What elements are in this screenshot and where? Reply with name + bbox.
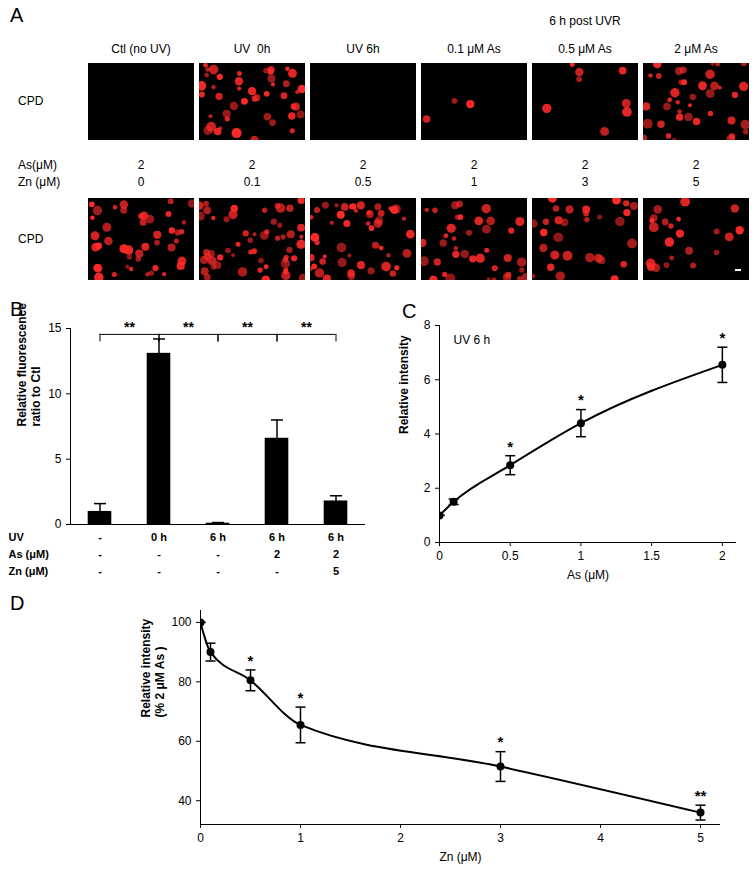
svg-text:0: 0 <box>197 831 204 845</box>
svg-text:-: - <box>216 548 220 560</box>
svg-text:Zn (μM): Zn (μM) <box>9 565 49 577</box>
svg-text:-: - <box>216 565 220 577</box>
svg-text:-: - <box>98 548 102 560</box>
svg-text:4: 4 <box>597 831 604 845</box>
svg-text:*: * <box>719 329 725 346</box>
svg-text:1: 1 <box>297 831 304 845</box>
svg-text:Relative intensity: Relative intensity <box>397 335 411 434</box>
svg-text:8: 8 <box>424 318 431 332</box>
svg-text:2: 2 <box>274 548 280 560</box>
svg-text:6 h: 6 h <box>210 531 226 543</box>
svg-text:6: 6 <box>424 373 431 387</box>
svg-text:*: * <box>498 733 504 750</box>
svg-text:Relative intensity(% 2 μM As ): Relative intensity(% 2 μM As ) <box>139 618 167 717</box>
svg-text:As (μM): As (μM) <box>567 568 609 582</box>
svg-text:4: 4 <box>424 427 431 441</box>
svg-text:**: ** <box>695 787 707 804</box>
svg-text:3: 3 <box>497 831 504 845</box>
svg-text:Zn (μM): Zn (μM) <box>439 850 481 864</box>
svg-text:40: 40 <box>178 794 192 808</box>
svg-text:**: ** <box>301 319 312 335</box>
svg-text:0: 0 <box>424 535 431 549</box>
svg-text:2: 2 <box>424 481 431 495</box>
svg-text:-: - <box>98 531 102 543</box>
svg-text:60: 60 <box>178 734 192 748</box>
svg-text:-: - <box>157 565 161 577</box>
svg-text:**: ** <box>124 319 135 335</box>
svg-text:5: 5 <box>697 831 704 845</box>
svg-text:1: 1 <box>578 549 585 563</box>
svg-text:5: 5 <box>333 565 339 577</box>
svg-text:-: - <box>98 565 102 577</box>
svg-text:*: * <box>298 689 304 706</box>
svg-text:2: 2 <box>719 549 726 563</box>
svg-text:0: 0 <box>55 517 62 531</box>
svg-text:15: 15 <box>48 321 62 335</box>
svg-text:*: * <box>507 438 513 455</box>
svg-text:6 h: 6 h <box>269 531 285 543</box>
svg-text:-: - <box>157 548 161 560</box>
svg-text:**: ** <box>242 319 253 335</box>
svg-text:1.5: 1.5 <box>643 549 660 563</box>
svg-text:6 h: 6 h <box>328 531 344 543</box>
svg-text:UV 6 h: UV 6 h <box>454 333 491 347</box>
svg-text:Relative fluorescenceratio to: Relative fluorescenceratio to Ctl <box>15 303 43 427</box>
svg-text:-: - <box>275 565 279 577</box>
svg-text:2: 2 <box>333 548 339 560</box>
svg-text:UV: UV <box>9 531 25 543</box>
svg-text:0: 0 <box>436 549 443 563</box>
svg-text:80: 80 <box>178 675 192 689</box>
svg-text:0 h: 0 h <box>151 531 167 543</box>
svg-text:10: 10 <box>48 387 62 401</box>
svg-text:100: 100 <box>171 615 191 629</box>
svg-text:As (μM): As (μM) <box>9 548 50 560</box>
svg-text:*: * <box>248 652 254 669</box>
svg-text:0.5: 0.5 <box>502 549 519 563</box>
svg-text:5: 5 <box>55 452 62 466</box>
svg-text:2: 2 <box>397 831 404 845</box>
svg-text:*: * <box>578 391 584 408</box>
svg-text:**: ** <box>183 319 194 335</box>
